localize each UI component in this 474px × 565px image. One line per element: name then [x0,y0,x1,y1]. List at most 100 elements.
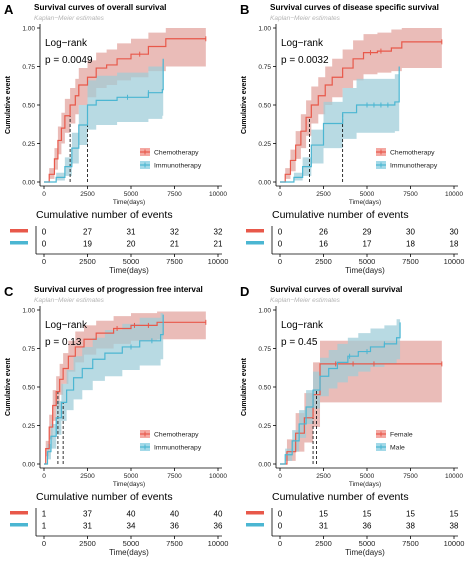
ci-band-chemotherapy [44,28,206,182]
survival-curve-immunotherapy [44,314,164,465]
y-axis-label: Cumulative event [5,357,12,416]
pvalue-label: p = 0.0049 [45,55,93,66]
risk-table-value: 0 [278,510,283,519]
y-tick-label: 0.75 [258,64,271,71]
legend-label: Immunotherapy [154,445,202,452]
risk-table-value: 32 [214,228,223,237]
y-axis-label: Cumulative event [5,75,12,134]
x-tick-label: 10000 [445,473,463,480]
risk-table-value: 0 [278,522,283,531]
y-axis-label: Cumulative event [241,75,248,134]
x-tick-label: 10000 [209,191,227,198]
y-tick-label: 0.25 [22,423,35,430]
risk-table-value: 18 [406,240,415,249]
risk-x-tick-label: 5000 [123,257,140,266]
risk-table-value: 19 [83,240,92,249]
risk-table-value: 20 [127,240,136,249]
risk-row-key [10,523,28,527]
x-tick-label: 5000 [360,473,375,480]
pvalue-label: p = 0.0032 [281,55,329,66]
risk-table-value: 31 [83,522,92,531]
survival-curve-immunotherapy [280,66,400,183]
legend-label: Chemotherapy [154,432,199,439]
ci-band-chemotherapy [280,28,442,182]
panel-letter: D [240,284,249,299]
risk-table-value: 26 [319,228,328,237]
logrank-label: Log−rank [45,320,88,331]
risk-row-key [246,523,264,527]
risk-table-value: 31 [319,522,328,531]
risk-table-value: 21 [214,240,223,249]
x-tick-label: 7500 [167,191,182,198]
panel-d: D Survival curves of overall survival Kapl… [240,284,464,557]
risk-x-tick-label: 5000 [359,539,376,548]
ci-overlap-immunotherapy [280,28,400,182]
ci-band-immunotherapy [280,28,400,182]
panel-a: A Survival curves of overall survival Kapl… [4,2,228,275]
x-axis-label: Time(days) [349,199,381,206]
risk-table-value: 32 [170,228,179,237]
chart-title: Survival curves of overall survival [34,3,166,12]
risk-table-value: 30 [450,228,459,237]
x-tick-label: 5000 [124,191,139,198]
y-axis-label: Cumulative event [241,357,248,416]
survival-curve-chemotherapy [280,41,442,183]
risk-x-tick-label: 0 [42,257,46,266]
risk-table-value: 37 [83,510,92,519]
risk-x-tick-label: 5000 [359,257,376,266]
risk-table-value: 31 [127,228,136,237]
y-tick-label: 0.50 [258,103,271,110]
plot-area [280,28,443,183]
ci-overlap-immunotherapy [44,310,164,464]
panel-letter: A [4,2,14,17]
y-tick-label: 0.00 [22,462,35,469]
y-tick-label: 0.00 [258,462,271,469]
risk-table-value: 0 [42,228,47,237]
risk-x-tick-label: 7500 [166,539,183,548]
risk-table-value: 1 [42,510,47,519]
risk-table-value: 27 [83,228,92,237]
panel-letter: C [4,284,14,299]
ci-band-immunotherapy [44,310,164,464]
risk-table-value: 0 [42,240,47,249]
plot-area [44,310,207,465]
risk-table-value: 38 [450,522,459,531]
risk-x-tick-label: 5000 [123,539,140,548]
y-tick-label: 1.00 [22,308,35,315]
risk-table-value: 38 [406,522,415,531]
ci-band-immunotherapy [44,28,164,182]
pvalue-label: p = 0.45 [281,337,318,348]
x-tick-label: 7500 [403,473,418,480]
risk-table-value: 36 [170,522,179,531]
x-tick-label: 0 [42,191,46,198]
chart-subtitle: Kaplan−Meier estimates [34,297,105,304]
risk-x-tick-label: 0 [278,257,282,266]
risk-table-value: 36 [214,522,223,531]
y-tick-label: 1.00 [258,26,271,33]
x-tick-label: 10000 [445,191,463,198]
risk-table-title: Cumulative number of events [272,209,409,221]
risk-table-value: 15 [363,510,372,519]
chart-subtitle: Kaplan−Meier estimates [270,297,341,304]
risk-table-title: Cumulative number of events [36,209,173,221]
risk-table-value: 16 [319,240,328,249]
ci-overlap-chemotherapy [280,28,442,182]
legend-label: Chemotherapy [154,150,199,157]
legend-label: Immunotherapy [154,163,202,170]
x-axis-label: Time(days) [349,481,381,488]
risk-row-key [10,511,28,515]
chart-title: Survival curves of progression free inte… [34,285,203,294]
chart-subtitle: Kaplan−Meier estimates [270,15,341,22]
risk-table-value: 34 [127,522,136,531]
y-tick-label: 0.75 [22,346,35,353]
risk-table-value: 40 [127,510,136,519]
legend-label: Male [390,445,405,452]
x-tick-label: 10000 [209,473,227,480]
y-tick-label: 0.50 [258,385,271,392]
risk-table-value: 15 [406,510,415,519]
risk-table-value: 29 [363,228,372,237]
risk-x-tick-label: 7500 [402,257,419,266]
x-axis-label: Time(days) [113,481,145,488]
risk-x-tick-label: 2500 [315,257,332,266]
survival-curve-chemotherapy [44,321,206,465]
